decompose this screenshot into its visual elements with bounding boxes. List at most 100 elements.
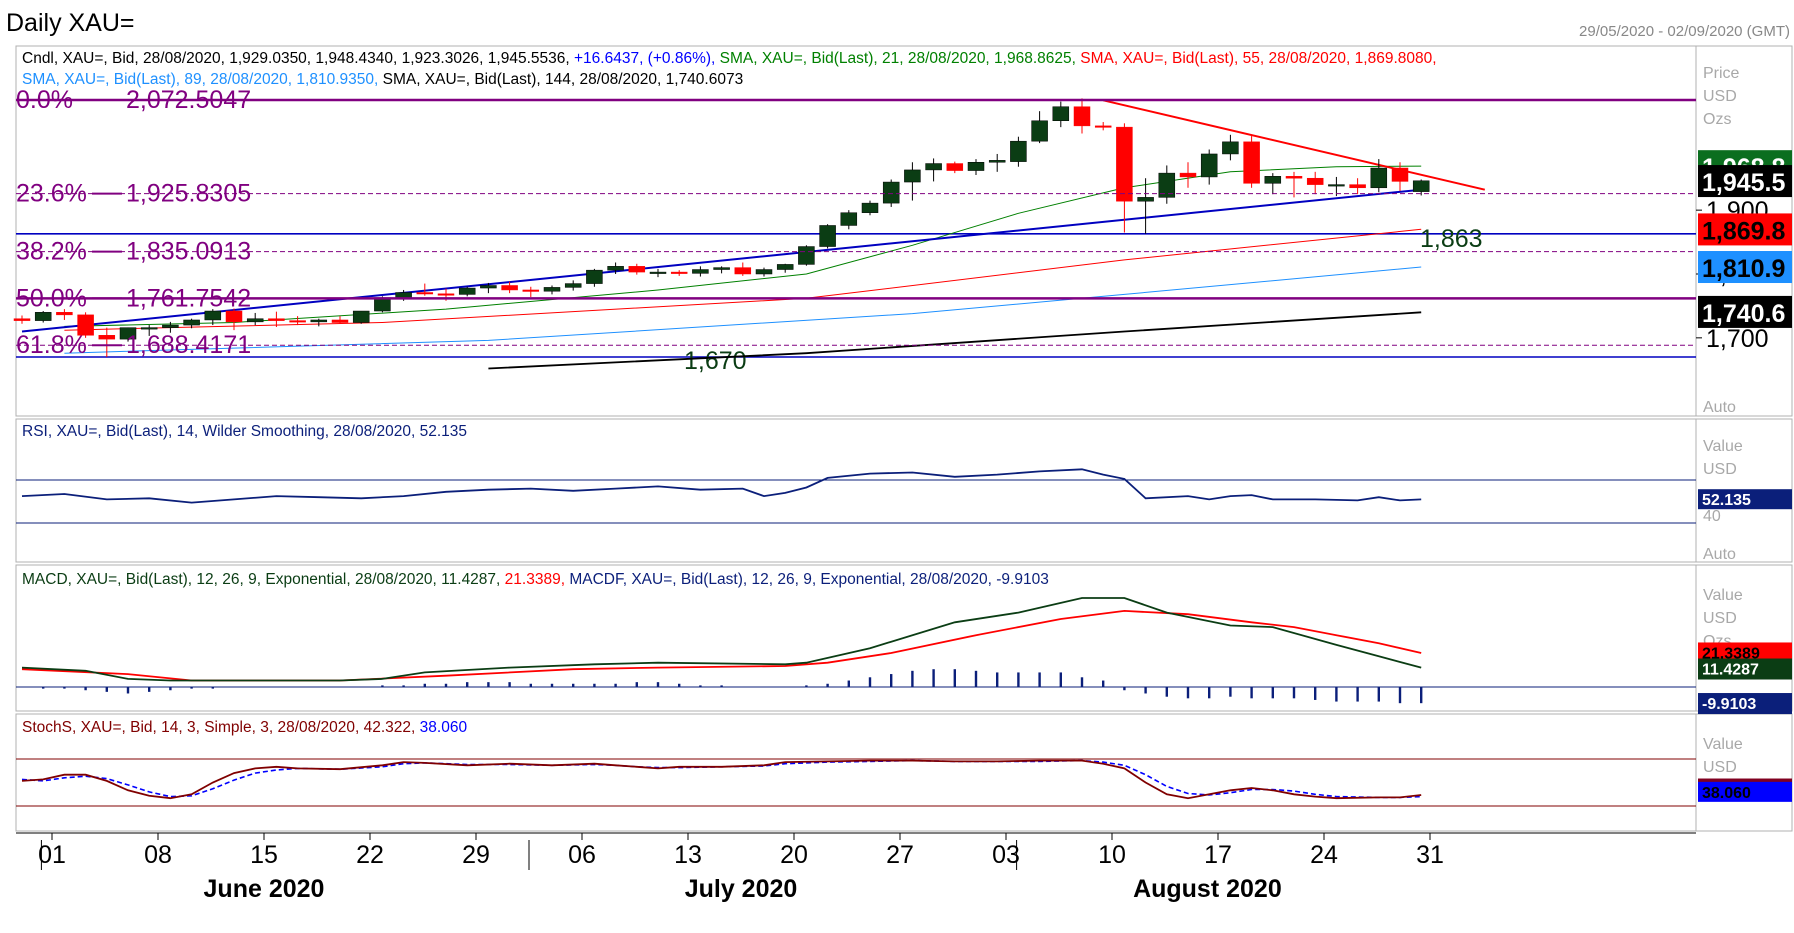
candle-body <box>268 318 285 321</box>
price-legend-line2: SMA, XAU=, Bid(Last), 89, 28/08/2020, 1,… <box>22 71 743 88</box>
date-range: 29/05/2020 - 02/09/2020 (GMT) <box>1579 23 1790 40</box>
candle-body <box>289 320 306 323</box>
rsi-panel-frame <box>15 418 1697 563</box>
candle-body <box>925 163 942 171</box>
x-tick-label: 22 <box>356 841 384 869</box>
falling-trendline <box>1102 99 1486 191</box>
candle-body <box>1222 141 1239 155</box>
stoch-legend-k: StochS, XAU=, Bid, 14, 3, Simple, 3, 28/… <box>22 719 415 736</box>
axis-header-label: Ozs <box>1703 111 1731 128</box>
candle-body <box>1094 125 1112 128</box>
candle-body <box>1200 153 1218 178</box>
axis-header-label: USD <box>1703 461 1737 478</box>
axis-header-label: USD <box>1703 610 1737 627</box>
candle-body <box>904 169 921 183</box>
stoch-k-line <box>21 759 1422 800</box>
month-label: August 2020 <box>1133 875 1282 903</box>
legend-segment: SMA, XAU=, Bid(Last), 21, 28/08/2020, 1,… <box>715 50 1076 67</box>
macd-badge-label: 11.4287 <box>1702 662 1759 679</box>
candle-body <box>1116 126 1133 202</box>
candle-body <box>734 267 752 275</box>
auto-scale-label[interactable]: Auto <box>1703 546 1736 563</box>
x-axis: 01 08 15 22 29 06 13 20 27 03 10 17 24 31 June 2020 Jul… <box>16 832 1696 903</box>
axis-header-label: USD <box>1703 88 1737 105</box>
sma89-line <box>64 266 1422 354</box>
macd-badge <box>1698 658 1792 680</box>
candle-body <box>437 293 455 296</box>
price-plot: 1,863 1,670 <box>13 98 1696 375</box>
candle-body <box>140 327 158 330</box>
fib-value-label: 2,072.5047 <box>126 86 251 114</box>
candle-body <box>564 283 582 288</box>
fibonacci-levels: 0.0% 2,072.5047 23.6% 1,925.8305 38.2% 1,835.… <box>16 86 1696 359</box>
x-tick-label: 17 <box>1204 841 1232 869</box>
rsi-badge <box>1698 489 1792 510</box>
legend-segment: SMA, XAU=, Bid(Last), 144, 28/08/2020, 1… <box>378 71 743 88</box>
candle-body <box>776 264 794 270</box>
candle-body <box>1412 180 1430 192</box>
stoch-legend: StochS, XAU=, Bid, 14, 3, Simple, 3, 28/… <box>22 719 467 736</box>
fib-pct-label: 61.8% <box>16 331 87 359</box>
candle-body <box>1052 106 1070 122</box>
candle-body <box>586 269 603 284</box>
legend-segment: Cndl, XAU=, Bid, 28/08/2020, 1,929.0350,… <box>22 50 570 67</box>
candle-body <box>840 212 858 226</box>
candle-body <box>225 310 243 323</box>
candle-body <box>1349 184 1366 189</box>
candle-body <box>56 312 73 316</box>
candle-body <box>1137 197 1154 202</box>
price-axis: PriceUSDOzs1,9001,8001,700Auto1,968.81,9… <box>1696 65 1792 416</box>
candle-body <box>1306 177 1324 185</box>
candle-body <box>501 285 518 291</box>
fib-pct-label: 0.0% <box>16 86 73 114</box>
macd-legend: MACD, XAU=, Bid(Last), 12, 26, 9, Expone… <box>22 571 1049 588</box>
price-badge-label: 1,869.8 <box>1702 217 1786 245</box>
stoch-plot: ValueUSD42.32238.060 <box>16 736 1792 807</box>
price-badge-label: 1,740.6 <box>1702 300 1785 328</box>
fib-value-label: 1,925.8305 <box>126 180 251 208</box>
candle-body <box>352 310 370 323</box>
price-badge <box>1698 213 1792 246</box>
candle-body <box>649 271 667 274</box>
x-tick-label: 20 <box>780 841 808 869</box>
x-tick-label: 01 <box>38 841 66 869</box>
x-tick-label: 13 <box>674 841 702 869</box>
candle-body <box>458 287 476 295</box>
candle-body <box>395 292 412 298</box>
legend-segment: SMA, XAU=, Bid(Last), 55, 28/08/2020, 1,… <box>1076 50 1437 67</box>
axis-header-label: Price <box>1703 65 1740 82</box>
candle-body <box>77 314 94 336</box>
candle-body <box>13 318 31 321</box>
fib-value-label: 1,835.0913 <box>126 238 251 266</box>
candle-body <box>755 269 773 275</box>
stoch-badge <box>1698 781 1792 802</box>
candle-body <box>98 335 116 340</box>
auto-scale-label[interactable]: Auto <box>1703 399 1736 416</box>
candle-body <box>1158 172 1176 198</box>
x-tick-label: 29 <box>462 841 490 869</box>
macdf-legend: MACDF, XAU=, Bid(Last), 12, 26, 9, Expon… <box>565 571 1049 588</box>
candle-body <box>861 202 879 213</box>
macd-legend-main: MACD, XAU=, Bid(Last), 12, 26, 9, Expone… <box>22 571 500 588</box>
rsi-line <box>21 468 1422 504</box>
axis-header-label: Value <box>1703 736 1743 753</box>
price-badge <box>1698 251 1792 284</box>
candle-body <box>670 271 688 274</box>
sma144-line <box>488 311 1422 370</box>
candle-body <box>331 319 349 323</box>
price-tick-label: 1,700 <box>1706 325 1769 353</box>
fib-value-label: 1,688.4171 <box>126 331 251 359</box>
fib-pct-label: 23.6% <box>16 180 87 208</box>
stoch-badge-label: 38.060 <box>1702 785 1751 802</box>
candle-body <box>310 319 328 323</box>
price-badge <box>1698 295 1792 328</box>
price-badge <box>1698 165 1792 198</box>
rising-trendline <box>21 188 1422 333</box>
chart-title: Daily XAU= <box>6 9 135 37</box>
candle-body <box>1391 167 1409 182</box>
macd-legend-signal: 21.3389, <box>500 571 565 588</box>
legend-segment: SMA, XAU=, Bid(Last), 89, 28/08/2020, 1,… <box>22 71 378 88</box>
candle-body <box>1264 176 1282 184</box>
candle-body <box>204 310 222 321</box>
